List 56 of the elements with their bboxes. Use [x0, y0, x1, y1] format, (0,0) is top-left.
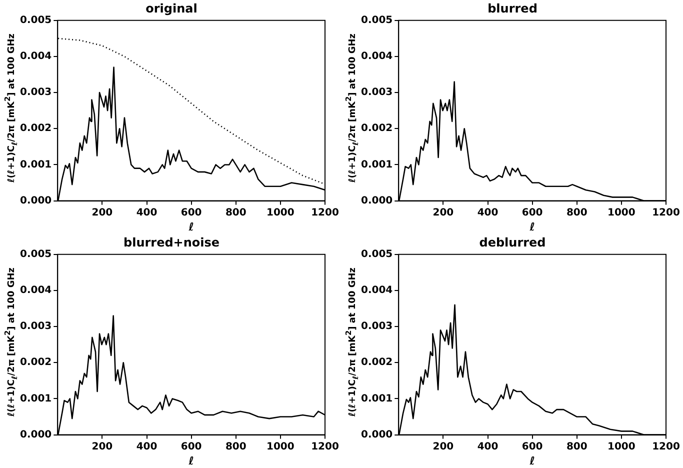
x-tick-label: 200 — [432, 207, 454, 218]
y-tick-label: 0.000 — [360, 429, 393, 440]
x-tick-label: 800 — [566, 441, 588, 452]
x-tick-label: 400 — [136, 441, 158, 452]
y-tick-label: 0.001 — [20, 159, 52, 170]
x-tick-label: 600 — [522, 207, 543, 218]
x-tick-label: 1200 — [652, 441, 680, 452]
chart-title: blurred+noise — [123, 235, 220, 250]
y-tick-label: 0.003 — [20, 87, 52, 98]
y-tick-label: 0.003 — [360, 321, 393, 332]
x-tick-label: 1000 — [608, 441, 636, 452]
y-tick-label: 0.002 — [20, 357, 52, 368]
y-tick-label: 0.004 — [360, 285, 393, 296]
y-tick-label: 0.005 — [20, 14, 52, 26]
x-tick-label: 800 — [566, 207, 588, 218]
x-tick-label: 600 — [522, 441, 543, 452]
y-tick-label: 0.001 — [360, 159, 393, 170]
y-tick-label: 0.000 — [20, 429, 52, 440]
y-tick-label: 0.003 — [360, 87, 393, 98]
x-axis-title: ℓ — [528, 220, 535, 234]
x-tick-label: 1000 — [608, 207, 636, 218]
x-tick-label: 1200 — [311, 207, 339, 218]
y-tick-label: 0.000 — [20, 195, 52, 206]
y-tick-label: 0.002 — [20, 123, 52, 134]
chart-title: original — [146, 1, 198, 16]
x-tick-label: 800 — [225, 441, 246, 452]
y-tick-label: 0.005 — [360, 248, 393, 260]
x-tick-label: 600 — [180, 441, 202, 452]
x-tick-label: 200 — [92, 441, 113, 452]
y-tick-label: 0.002 — [360, 123, 393, 134]
x-tick-label: 400 — [136, 207, 158, 218]
y-tick-label: 0.001 — [360, 393, 393, 404]
y-tick-label: 0.005 — [20, 248, 52, 260]
y-tick-label: 0.004 — [20, 285, 52, 296]
x-tick-label: 600 — [180, 207, 202, 218]
x-axis-title: ℓ — [188, 454, 194, 468]
x-axis-title: ℓ — [528, 454, 535, 468]
x-axis-title: ℓ — [188, 220, 194, 234]
x-tick-label: 200 — [432, 441, 454, 452]
y-tick-label: 0.004 — [360, 51, 393, 62]
y-tick-label: 0.002 — [360, 357, 393, 368]
chart-title: deblurred — [479, 235, 546, 250]
y-tick-label: 0.004 — [20, 51, 52, 62]
x-tick-label: 1200 — [652, 207, 680, 218]
y-tick-label: 0.000 — [360, 195, 393, 206]
y-tick-label: 0.001 — [20, 393, 52, 404]
chart-title: blurred — [488, 1, 538, 16]
x-tick-label: 400 — [477, 207, 498, 218]
y-tick-label: 0.005 — [360, 14, 393, 26]
x-tick-label: 1200 — [311, 441, 339, 452]
x-tick-label: 800 — [225, 207, 246, 218]
x-tick-label: 200 — [92, 207, 113, 218]
x-tick-label: 400 — [477, 441, 498, 452]
x-tick-label: 1000 — [266, 441, 294, 452]
x-tick-label: 1000 — [266, 207, 294, 218]
y-tick-label: 0.003 — [20, 321, 52, 332]
